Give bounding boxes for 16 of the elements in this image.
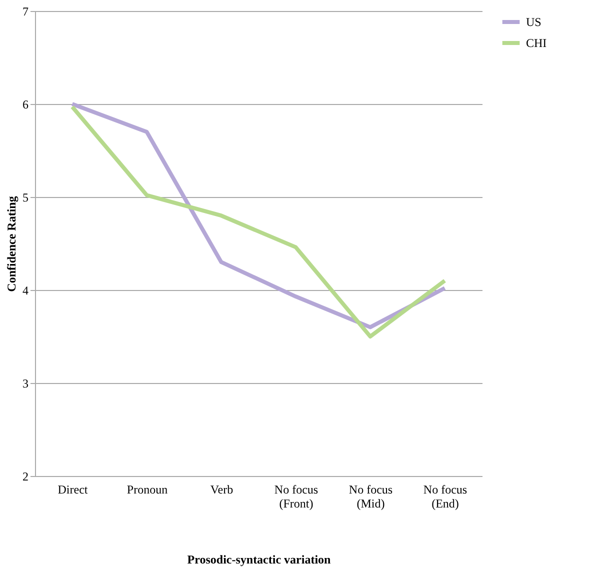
y-tick-label: 5 [22, 190, 28, 204]
legend-label: US [526, 15, 542, 29]
x-tick-label: No focus (Mid) [348, 482, 393, 510]
x-tick-label: Pronoun [126, 482, 168, 496]
x-axis-title: Prosodic-syntactic variation [187, 552, 332, 566]
x-tick-label: Verb [210, 482, 234, 496]
y-tick-label: 4 [22, 284, 28, 298]
x-tick-label: No focus (End) [423, 482, 468, 510]
legend-label: CHI [526, 36, 547, 50]
y-axis-title: Confidence Rating [4, 196, 18, 292]
y-tick-label: 2 [22, 470, 28, 484]
y-tick-label: 6 [22, 98, 28, 112]
x-tick-label: No focus (Front) [274, 482, 318, 510]
y-tick-label: 3 [22, 376, 28, 390]
x-tick-label: Direct [58, 482, 88, 496]
y-tick-label: 7 [22, 4, 28, 18]
